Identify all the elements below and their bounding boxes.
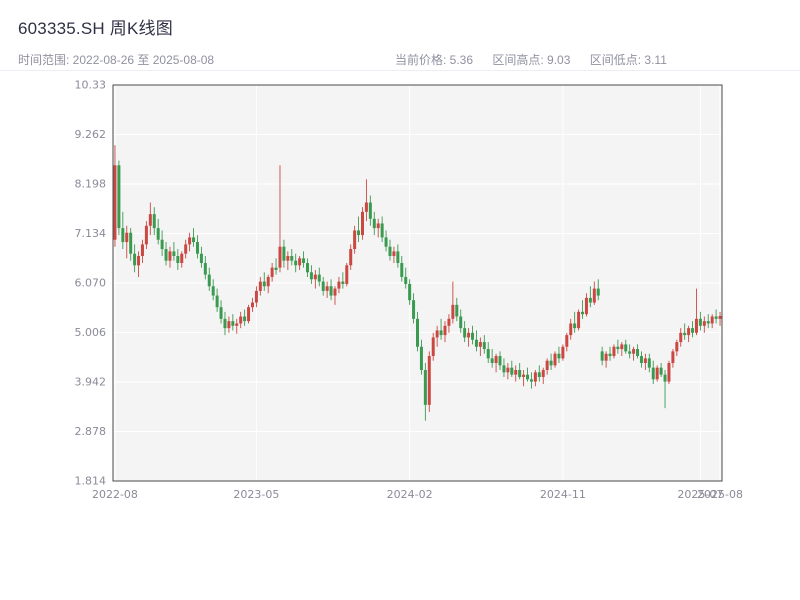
current-price-label: 当前价格: 5.36 bbox=[395, 53, 474, 67]
range-low-label: 区间低点: 3.11 bbox=[589, 53, 667, 67]
range-high-label: 区间高点: 9.03 bbox=[492, 53, 571, 67]
svg-text:8.198: 8.198 bbox=[75, 178, 107, 191]
time-range-label: 时间范围: 2022-08-26 至 2025-08-08 bbox=[18, 53, 215, 67]
subtitle-row: 时间范围: 2022-08-26 至 2025-08-08 当前价格: 5.36… bbox=[18, 51, 782, 67]
page-title: 603335.SH 周K线图 bbox=[18, 19, 173, 38]
svg-text:3.942: 3.942 bbox=[75, 376, 107, 389]
svg-text:5.006: 5.006 bbox=[75, 326, 107, 339]
svg-text:2025-08: 2025-08 bbox=[697, 488, 743, 501]
svg-text:7.134: 7.134 bbox=[75, 227, 107, 240]
svg-text:2024-02: 2024-02 bbox=[387, 488, 433, 501]
svg-text:2024-11: 2024-11 bbox=[540, 488, 586, 501]
svg-text:2025-07: 2025-07 bbox=[677, 488, 723, 501]
chart-header: 603335.SH 周K线图 时间范围: 2022-08-26 至 2025-0… bbox=[0, 0, 800, 71]
svg-text:2023-05: 2023-05 bbox=[233, 488, 279, 501]
svg-text:2.878: 2.878 bbox=[75, 425, 107, 438]
svg-text:10.33: 10.33 bbox=[75, 79, 107, 92]
svg-text:9.262: 9.262 bbox=[75, 128, 107, 141]
price-stats: 当前价格: 5.36 区间高点: 9.03 区间低点: 3.11 bbox=[395, 51, 683, 68]
svg-text:1.814: 1.814 bbox=[75, 475, 107, 488]
svg-text:2022-08: 2022-08 bbox=[92, 488, 138, 501]
kline-chart: 1.814 2.878 3.942 5.006 6.070 7.134 8.198 9.262… bbox=[75, 79, 744, 502]
svg-text:6.070: 6.070 bbox=[75, 277, 107, 290]
